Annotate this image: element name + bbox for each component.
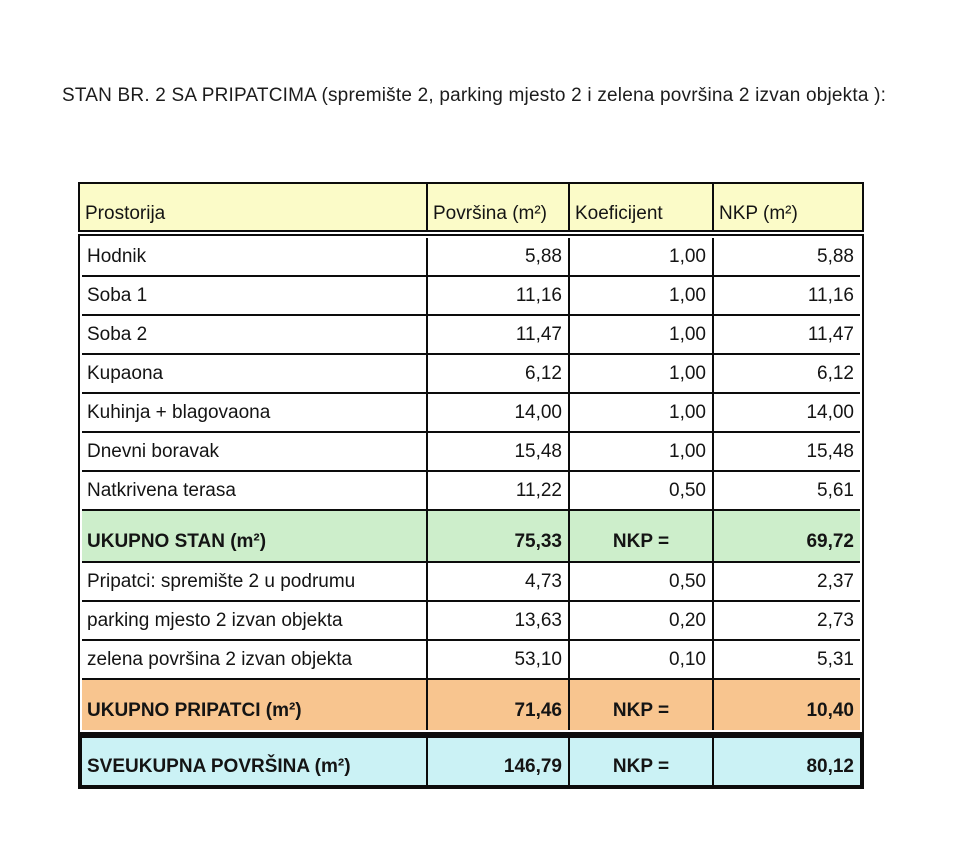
cell-room-name: UKUPNO PRIPATCI (m²) [82,680,428,730]
table-header-row: Prostorija Površina (m²) Koeficijent NKP… [78,182,864,232]
cell-coefficient: 1,00 [570,433,714,470]
cell-area: 4,73 [428,563,570,600]
summary-row-ukupno-pripatci: UKUPNO PRIPATCI (m²) 71,46 NKP = 10,40 [82,678,860,730]
column-header-prostorija: Prostorija [80,184,428,230]
cell-area: 53,10 [428,641,570,678]
cell-coefficient: 1,00 [570,355,714,392]
cell-area: 75,33 [428,511,570,561]
cell-room-name: zelena površina 2 izvan objekta [82,641,428,678]
column-header-povrsina: Površina (m²) [428,184,570,230]
cell-coefficient: 1,00 [570,316,714,353]
cell-coefficient: 0,20 [570,602,714,639]
cell-area: 15,48 [428,433,570,470]
table-row: Natkrivena terasa 11,22 0,50 5,61 [82,470,860,509]
cell-nkp: 15,48 [806,440,854,462]
area-table: Prostorija Površina (m²) Koeficijent NKP… [78,182,864,789]
cell-room-name: SVEUKUPNA POVRŠINA (m²) [82,738,428,785]
cell-nkp: 2,73 [817,609,854,631]
cell-nkp-label: NKP = [570,680,714,730]
cell-area: 14,00 [428,394,570,431]
cell-nkp: 5,88 [817,245,854,267]
cell-coefficient: 1,00 [570,277,714,314]
cell-room-name: parking mjesto 2 izvan objekta [82,602,428,639]
cell-area: 5,88 [428,238,570,275]
cell-coefficient: 0,10 [570,641,714,678]
cell-nkp-label: NKP = [570,738,714,785]
cell-nkp: 69,72 [806,531,854,552]
table-row: Hodnik 5,88 1,00 5,88 [82,238,860,275]
table-row: Kuhinja + blagovaona 14,00 1,00 14,00 [82,392,860,431]
cell-room-name: Hodnik [82,238,428,275]
cell-coefficient: 1,00 [570,238,714,275]
cell-area: 13,63 [428,602,570,639]
cell-nkp: 10,40 [806,700,854,721]
cell-room-name: Dnevni boravak [82,433,428,470]
cell-room-name: Kupaona [82,355,428,392]
cell-room-name: Pripatci: spremište 2 u podrumu [82,563,428,600]
cell-nkp: 11,16 [807,284,854,306]
cell-coefficient: 0,50 [570,472,714,509]
cell-area: 71,46 [428,680,570,730]
cell-area: 6,12 [428,355,570,392]
cell-nkp: 2,37 [817,570,854,592]
cell-nkp: 5,61 [817,479,854,501]
cell-area: 11,47 [428,316,570,353]
table-row: Dnevni boravak 15,48 1,00 15,48 [82,431,860,470]
cell-area: 11,16 [428,277,570,314]
table-row: Kupaona 6,12 1,00 6,12 [82,353,860,392]
cell-nkp: 11,47 [807,323,854,345]
cell-nkp: 6,12 [817,362,854,384]
cell-room-name: Natkrivena terasa [82,472,428,509]
table-row: Soba 1 11,16 1,00 11,16 [82,275,860,314]
table-row: zelena površina 2 izvan objekta 53,10 0,… [82,639,860,678]
cell-area: 146,79 [428,738,570,785]
total-row-sveukupna-povrsina: SVEUKUPNA POVRŠINA (m²) 146,79 NKP = 80,… [78,734,864,789]
cell-room-name: UKUPNO STAN (m²) [82,511,428,561]
cell-room-name: Kuhinja + blagovaona [82,394,428,431]
cell-coefficient: 1,00 [570,394,714,431]
page-title: STAN BR. 2 SA PRIPATCIMA (spremište 2, p… [62,85,887,106]
cell-nkp-label: NKP = [570,511,714,561]
cell-nkp: 5,31 [817,648,854,670]
table-row: parking mjesto 2 izvan objekta 13,63 0,2… [82,600,860,639]
cell-room-name: Soba 2 [82,316,428,353]
table-body: Hodnik 5,88 1,00 5,88 Soba 1 11,16 1,00 … [78,234,864,734]
cell-nkp: 80,12 [806,756,854,777]
cell-nkp: 14,00 [806,401,854,423]
table-row: Soba 2 11,47 1,00 11,47 [82,314,860,353]
cell-coefficient: 0,50 [570,563,714,600]
cell-area: 11,22 [428,472,570,509]
table-row: Pripatci: spremište 2 u podrumu 4,73 0,5… [82,561,860,600]
column-header-koeficijent: Koeficijent [570,184,714,230]
column-header-nkp: NKP (m²) [719,203,798,224]
summary-row-ukupno-stan: UKUPNO STAN (m²) 75,33 NKP = 69,72 [82,509,860,561]
cell-room-name: Soba 1 [82,277,428,314]
